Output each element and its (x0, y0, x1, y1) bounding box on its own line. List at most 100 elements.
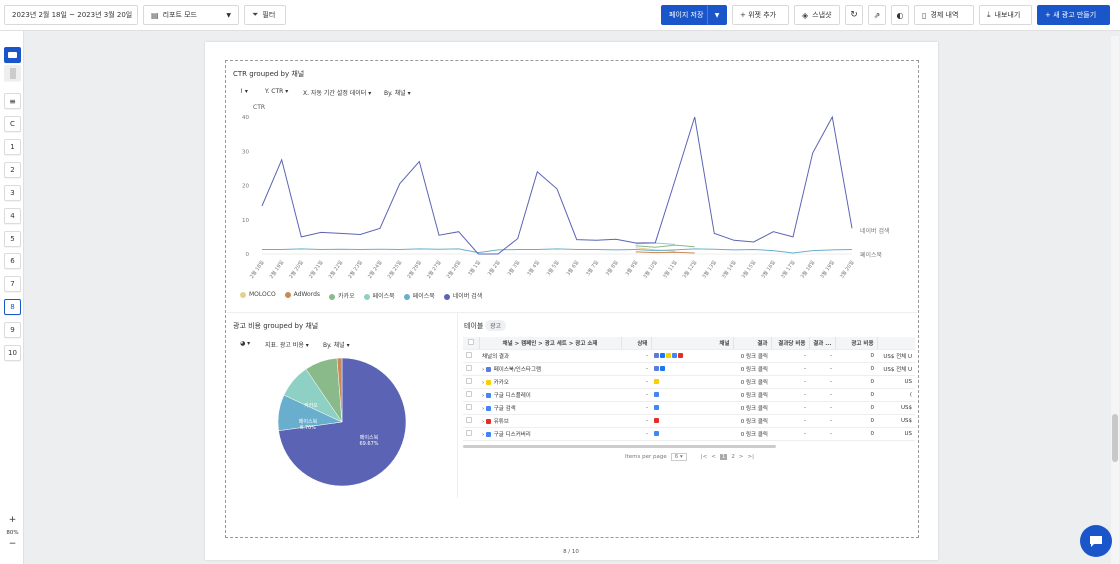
table-row[interactable]: › 구글 디스플레이 - 0 링크 클릭 - - 0 ( (463, 388, 915, 402)
group-by-label: By. 채널 (384, 90, 406, 97)
column-header[interactable]: 상태 (621, 337, 652, 350)
table-row[interactable]: › 페이스북/인스타그램 - 0 링크 클릭 - - 0 US$ 전체 U (463, 362, 915, 376)
filter-label: 필터 (262, 11, 276, 19)
legend-item[interactable]: 페이스북 (363, 291, 395, 300)
x-tick-label: 3월 7일 (584, 259, 600, 277)
legend-dot (240, 291, 246, 298)
chart-type-select[interactable]: ⌇ ▾ (240, 88, 248, 95)
page-thumb[interactable] (4, 65, 21, 81)
page-button-3[interactable]: 3 (4, 185, 21, 201)
pie-chart-type-select[interactable]: ◕ ▾ (240, 340, 251, 347)
legend-item[interactable]: 페이스북 (403, 291, 435, 300)
row-checkbox[interactable] (466, 390, 472, 397)
zoom-in-button[interactable]: + (8, 515, 17, 525)
channel-icon (485, 379, 491, 385)
column-header[interactable]: 광고 비용 (835, 337, 878, 350)
group-by-select[interactable]: By. 채널 ▾ (384, 90, 411, 97)
y-axis-select[interactable]: Y. CTR ▾ (265, 88, 289, 95)
refresh-button[interactable]: ↻ (845, 5, 863, 25)
scrollbar-thumb[interactable] (1112, 414, 1118, 462)
page-button-9[interactable]: 9 (4, 322, 21, 338)
x-tick-label: 3월 1일 (466, 259, 482, 277)
page-button-10[interactable]: 10 (4, 345, 21, 361)
row-extra: US$ (900, 404, 912, 411)
row-ad-cost: 0 (870, 417, 875, 424)
expand-chevron-icon[interactable]: › (482, 405, 486, 412)
zoom-out-button[interactable]: − (8, 539, 17, 549)
row-checkbox[interactable] (466, 377, 472, 384)
column-header[interactable]: 결과당 비용 (771, 337, 810, 350)
page-button-c[interactable]: C (4, 116, 21, 132)
column-header[interactable]: 채널 > 캠페인 > 광고 세트 > 광고 소재 (479, 337, 622, 350)
prev-page-icon[interactable]: < (711, 454, 716, 460)
expand-chevron-icon[interactable]: › (482, 366, 486, 373)
menu-button[interactable]: ≡ (4, 93, 21, 109)
x-tick-label: 3월 16일 (760, 259, 778, 280)
row-extra: US (904, 430, 912, 437)
alert-history-button[interactable]: ▯ 경제 내역 (914, 5, 974, 25)
new-ad-button[interactable]: + 새 광고 만들기 (1037, 5, 1110, 25)
y-axis-title: CTR (253, 104, 266, 111)
expand-chevron-icon[interactable]: › (482, 418, 486, 425)
legend-item[interactable]: AdWords (284, 291, 320, 300)
filter-button[interactable]: ⏷ 필터 (244, 5, 286, 25)
page-button-8[interactable]: 8 (4, 299, 21, 315)
save-options-button[interactable]: ▼ (707, 5, 727, 25)
page-thumb-active[interactable] (4, 47, 21, 63)
pie-slice[interactable] (336, 357, 343, 423)
row-checkbox[interactable] (466, 364, 472, 371)
legend-item[interactable]: 네이버 검색 (443, 291, 482, 300)
select-all-checkbox[interactable] (463, 337, 480, 350)
table-row[interactable]: › 구글 디스커버리 - 0 링크 클릭 - - 0 US (463, 427, 915, 441)
next-page-icon[interactable]: > (738, 454, 744, 460)
expand-chevron-icon[interactable]: › (482, 379, 486, 386)
page-button-7[interactable]: 7 (4, 276, 21, 292)
page-button-2[interactable]: 2 (4, 162, 21, 178)
export-button[interactable]: ⤓ 내보내기 (979, 5, 1032, 25)
x-tick-label: 3월 11일 (661, 259, 679, 280)
page-1-button[interactable]: 1 (719, 454, 728, 460)
row-checkbox[interactable] (466, 416, 472, 423)
table-row[interactable]: › 유튜브 - 0 링크 클릭 - - 0 US$ (463, 414, 915, 428)
expand-chevron-icon[interactable]: › (482, 392, 486, 399)
vertical-scrollbar[interactable] (1111, 36, 1119, 564)
items-per-page-select[interactable]: 6 ▾ (670, 453, 687, 461)
table-row[interactable]: › 카카오 - 0 링크 클릭 - - 0 US (463, 375, 915, 389)
x-axis-select[interactable]: X. 자동 기간 설정 데이터 ▾ (303, 90, 372, 97)
report-mode-select[interactable]: ▤ 리포트 모드 ▼ (143, 5, 239, 25)
x-tick-label: 3월 3일 (506, 259, 522, 277)
row-checkbox[interactable] (466, 351, 472, 358)
legend-item[interactable]: MOLOCO (240, 291, 276, 300)
table-row[interactable]: › 구글 검색 - 0 링크 클릭 - - 0 US$ (463, 401, 915, 415)
page-button-1[interactable]: 1 (4, 139, 21, 155)
save-page-button[interactable]: 페이지 저장 (661, 5, 707, 25)
date-range-select[interactable]: 2023년 2월 18일 ~ 2023년 3월 20일 ▼ (4, 5, 138, 25)
chat-button[interactable] (1080, 525, 1112, 557)
expand-chevron-icon[interactable]: › (482, 431, 486, 438)
metric-select[interactable]: 지표. 광고 비용 ▾ (265, 342, 309, 349)
last-page-icon[interactable]: >| (747, 454, 754, 460)
column-header[interactable]: 채널 (651, 337, 734, 350)
snapshot-button[interactable]: ◈ 스냅샷 (794, 5, 840, 25)
first-page-icon[interactable]: |< (700, 454, 708, 460)
page-button-6[interactable]: 6 (4, 253, 21, 269)
theme-button[interactable]: ◐ (891, 5, 909, 25)
page-button-5[interactable]: 5 (4, 231, 21, 247)
row-checkbox[interactable] (466, 403, 472, 410)
table-horizontal-scrollbar[interactable] (463, 445, 776, 448)
pie-group-by-select[interactable]: By. 채널 ▾ (323, 342, 350, 349)
add-widget-button[interactable]: + 위젯 추가 (732, 5, 789, 25)
legend-label: 페이스북 (372, 293, 395, 300)
table-row[interactable]: 채널의 결과 - 0 링크 클릭 - - 0 US$ 전체 U (463, 349, 915, 363)
row-extra: US$ 전체 U (883, 366, 912, 373)
page-button-4[interactable]: 4 (4, 208, 21, 224)
row-checkbox[interactable] (466, 429, 472, 436)
column-header[interactable]: 결과 (733, 337, 772, 350)
pie-group-by-label: By. 채널 (323, 342, 345, 349)
column-header[interactable]: 결과 ... (809, 337, 836, 350)
x-tick-label: 3월 9일 (624, 259, 640, 277)
page-2-button[interactable]: 2 (731, 454, 735, 460)
row-ad-cost: 0 (870, 365, 875, 372)
legend-item[interactable]: 카카오 (329, 291, 355, 300)
open-external-button[interactable]: ⇗ (868, 5, 886, 25)
